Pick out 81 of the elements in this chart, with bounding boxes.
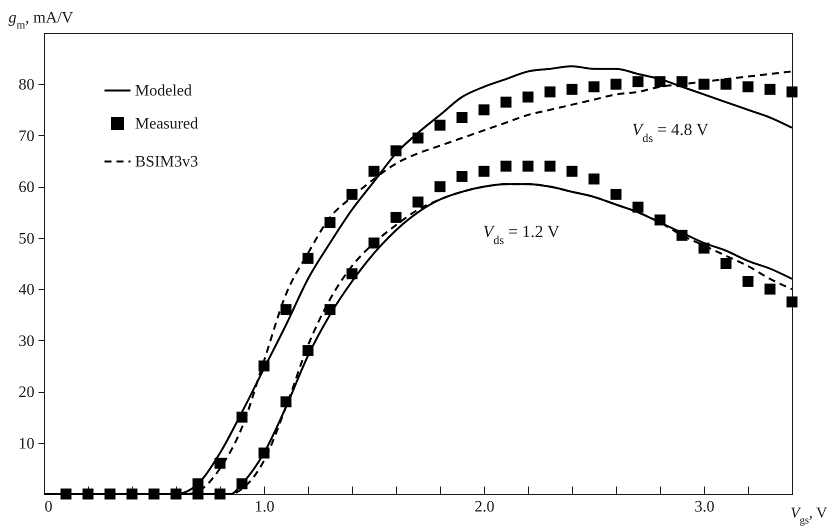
point [720, 78, 732, 90]
point [434, 181, 446, 192]
point [522, 92, 534, 103]
point [632, 76, 644, 88]
point [544, 86, 556, 98]
point [302, 252, 314, 264]
point [456, 170, 468, 182]
point [786, 86, 798, 98]
point [566, 166, 578, 177]
point [434, 120, 446, 131]
point [280, 304, 292, 316]
point [214, 458, 226, 469]
point [148, 488, 160, 500]
point [698, 242, 710, 254]
point [764, 284, 776, 295]
point [82, 488, 94, 500]
point [610, 188, 622, 200]
y-tick-label: 70 [18, 128, 34, 145]
point [258, 448, 270, 458]
point [654, 76, 666, 88]
y-tick-label: 20 [18, 384, 34, 402]
y-tick-label: 40 [18, 282, 34, 299]
point [390, 212, 402, 223]
point [126, 488, 138, 500]
point [720, 258, 732, 269]
point [566, 84, 578, 95]
point [280, 396, 292, 408]
annotation: V$_{ds}$ = 1.2 V [483, 222, 560, 247]
point [214, 488, 226, 500]
y-axis-title: g$_{m}$, mA/V [8, 10, 74, 32]
point [698, 78, 710, 90]
point [742, 81, 754, 92]
y-tick-label: 10 [18, 435, 34, 452]
point [390, 145, 402, 156]
x-axis-title: V$_{gs}$, V [790, 506, 828, 526]
point [324, 217, 336, 228]
point [60, 488, 72, 500]
point [170, 488, 182, 500]
y-tick-label: 50 [18, 230, 34, 248]
point [676, 230, 688, 241]
point [500, 96, 512, 108]
legend-label: Measured [135, 116, 198, 132]
point [786, 296, 798, 308]
point [192, 488, 204, 500]
point [676, 76, 688, 88]
x-tick-label: 1.0 [254, 498, 274, 516]
point [588, 174, 600, 184]
point [104, 488, 116, 500]
point [478, 104, 490, 116]
point [324, 304, 336, 316]
y-tick-label: 30 [18, 332, 34, 350]
point [588, 81, 600, 92]
point [610, 78, 622, 90]
point [544, 160, 556, 172]
point [632, 202, 644, 213]
x-tick-label: 3.0 [694, 498, 714, 516]
point [368, 166, 380, 177]
point [654, 214, 666, 226]
legend-label: Modeled [135, 82, 192, 100]
y-tick-label: 60 [18, 179, 34, 196]
legend-label: BSIM3v3 [135, 154, 198, 170]
point [522, 160, 534, 172]
point [346, 188, 358, 200]
point [456, 112, 468, 123]
point [500, 160, 512, 172]
point [346, 268, 358, 280]
x-tick-label: 0 [44, 498, 52, 516]
point [192, 478, 204, 490]
point [302, 345, 314, 356]
point [412, 196, 424, 208]
point [742, 276, 754, 287]
point [258, 360, 270, 372]
y-tick-label: 80 [18, 76, 34, 94]
x-tick-label: 2.0 [474, 498, 494, 516]
point [236, 412, 248, 423]
point [764, 84, 776, 95]
point [412, 132, 424, 144]
point [478, 166, 490, 177]
annotation: V$_{ds}$ = 4.8 V [632, 120, 710, 145]
point [368, 238, 380, 248]
point [236, 478, 248, 490]
